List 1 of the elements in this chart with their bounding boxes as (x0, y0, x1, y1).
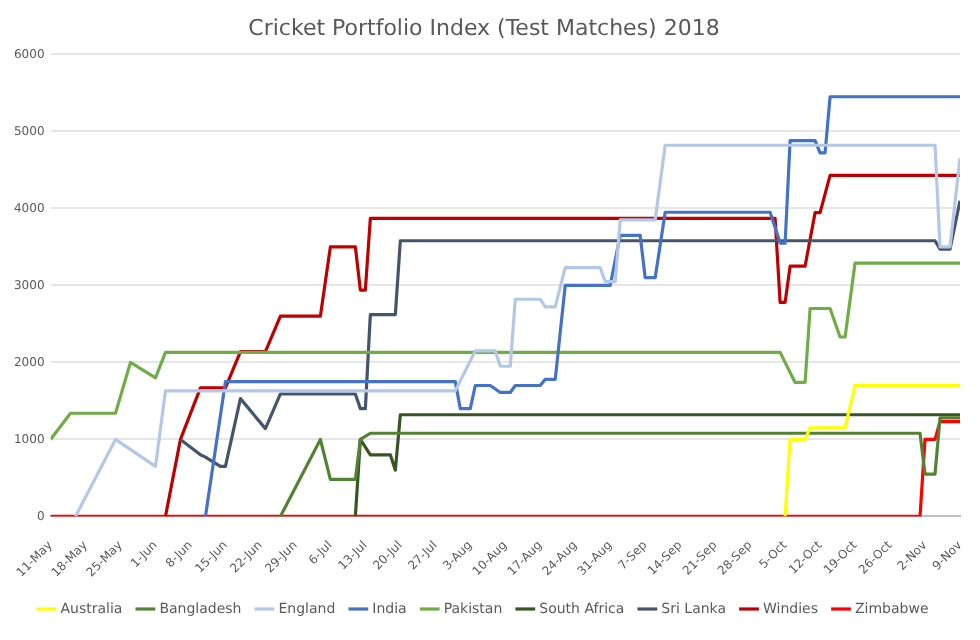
chart-title: Cricket Portfolio Index (Test Matches) 2018 (248, 14, 720, 41)
